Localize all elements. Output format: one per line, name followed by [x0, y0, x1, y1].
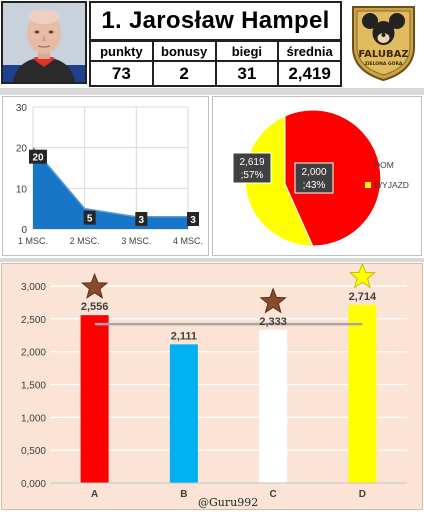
pie-data-label: ;57% [241, 170, 264, 181]
data-label: 5 [87, 214, 93, 225]
legend-label: DOM [374, 160, 394, 170]
stat-value-heats: 31 [214, 60, 280, 87]
bar-data-label: 2,111 [171, 330, 197, 342]
x-tick-label: D [359, 489, 366, 500]
bar-data-label: 2,333 [259, 316, 287, 328]
y-tick-label: 0,000 [21, 479, 46, 490]
y-tick-label: 30 [16, 103, 28, 114]
legend-swatch [365, 162, 371, 168]
area-chart-panel: 0 10 20 30 1 MSC. 2 MSC. 3 MSC. 4 MSC. 20 5 3 3 [2, 96, 209, 256]
bar-data-label: 2,714 [349, 291, 377, 303]
bar [259, 329, 288, 483]
x-tick-label: 3 MSC. [121, 236, 151, 246]
legend-swatch [365, 182, 371, 188]
pie-data-label: 2,619 [239, 157, 264, 168]
section-divider [0, 258, 424, 262]
data-label-bg [135, 212, 148, 226]
bar-data-label: 2,556 [81, 301, 109, 313]
y-tick-label: 0,500 [21, 446, 46, 457]
data-label: 20 [32, 153, 44, 164]
stat-value-average: 2,419 [277, 60, 342, 87]
data-label: 3 [190, 215, 196, 226]
x-tick-label: B [180, 489, 187, 500]
area-series-line [32, 147, 188, 218]
stat-label-heats: biegi [214, 40, 280, 62]
pie-chart: 2,619 ;57% 2,000 ;43% DOM WYJAZD [232, 109, 409, 247]
data-label-bg [29, 149, 47, 164]
bar-chart: 0,000 0,500 1,000 1,500 2,000 2,500 3,000 2,556… [21, 264, 407, 500]
team-logo: FALUBAZ ZIELONA GÓRA [345, 1, 422, 84]
pie-chart-panel: 2,619 ;57% 2,000 ;43% DOM WYJAZD [212, 96, 422, 256]
player-header: 1. Jarosław Hampel punkty bonusy biegi ś… [0, 0, 424, 88]
stat-value-points: 73 [89, 60, 154, 87]
x-tick-label: 1 MSC. [18, 236, 48, 246]
y-tick-label: 1,500 [21, 381, 46, 392]
bar [169, 344, 198, 483]
y-tick-label: 1,000 [21, 413, 46, 424]
area-series [33, 147, 188, 229]
x-tick-label: 4 MSC. [173, 236, 203, 246]
data-label-bg [187, 212, 199, 226]
bar [80, 315, 109, 483]
stats-table: punkty bonusy biegi średnia 73 2 31 2,41… [89, 40, 342, 87]
star-marker [259, 287, 287, 314]
star-marker [348, 264, 377, 289]
y-tick-label: 3,000 [21, 282, 46, 293]
y-tick-label: 2,500 [21, 315, 46, 326]
star-marker [80, 272, 109, 299]
watermark: @Guru992 [198, 496, 259, 509]
bar-chart-panel: 0,000 0,500 1,000 1,500 2,000 2,500 3,000 2,556… [1, 263, 423, 510]
y-tick-label: 20 [16, 144, 28, 155]
logo-text: FALUBAZ [358, 49, 408, 60]
y-tick-label: 2,000 [21, 348, 46, 359]
stat-label-points: punkty [89, 40, 154, 62]
area-chart: 0 10 20 30 1 MSC. 2 MSC. 3 MSC. 4 MSC. 20 5 3 3 [16, 103, 203, 246]
x-tick-label: A [91, 489, 98, 500]
stat-value-bonuses: 2 [151, 60, 217, 87]
stat-label-bonuses: bonusy [151, 40, 217, 62]
y-tick-label: 10 [16, 184, 28, 195]
player-photo [1, 1, 87, 84]
bar [348, 304, 377, 483]
pie-data-label-bg [294, 162, 334, 194]
pie-data-label: ;43% [303, 180, 326, 191]
pie-data-label-bg [232, 152, 272, 184]
pie-data-label: 2,000 [301, 167, 326, 178]
data-label: 3 [139, 215, 145, 226]
data-label-bg [83, 210, 96, 225]
player-name: 1. Jarosław Hampel [101, 7, 330, 34]
logo-subtext: ZIELONA GÓRA [365, 60, 403, 67]
legend-label: WYJAZD [374, 180, 409, 190]
pie-slice [244, 115, 314, 247]
player-name-box: 1. Jarosław Hampel [89, 1, 342, 41]
x-tick-label: 2 MSC. [70, 236, 100, 246]
x-tick-label: C [270, 489, 277, 500]
stat-label-average: średnia [277, 40, 342, 62]
header-divider [0, 88, 424, 95]
y-tick-label: 0 [21, 225, 27, 236]
